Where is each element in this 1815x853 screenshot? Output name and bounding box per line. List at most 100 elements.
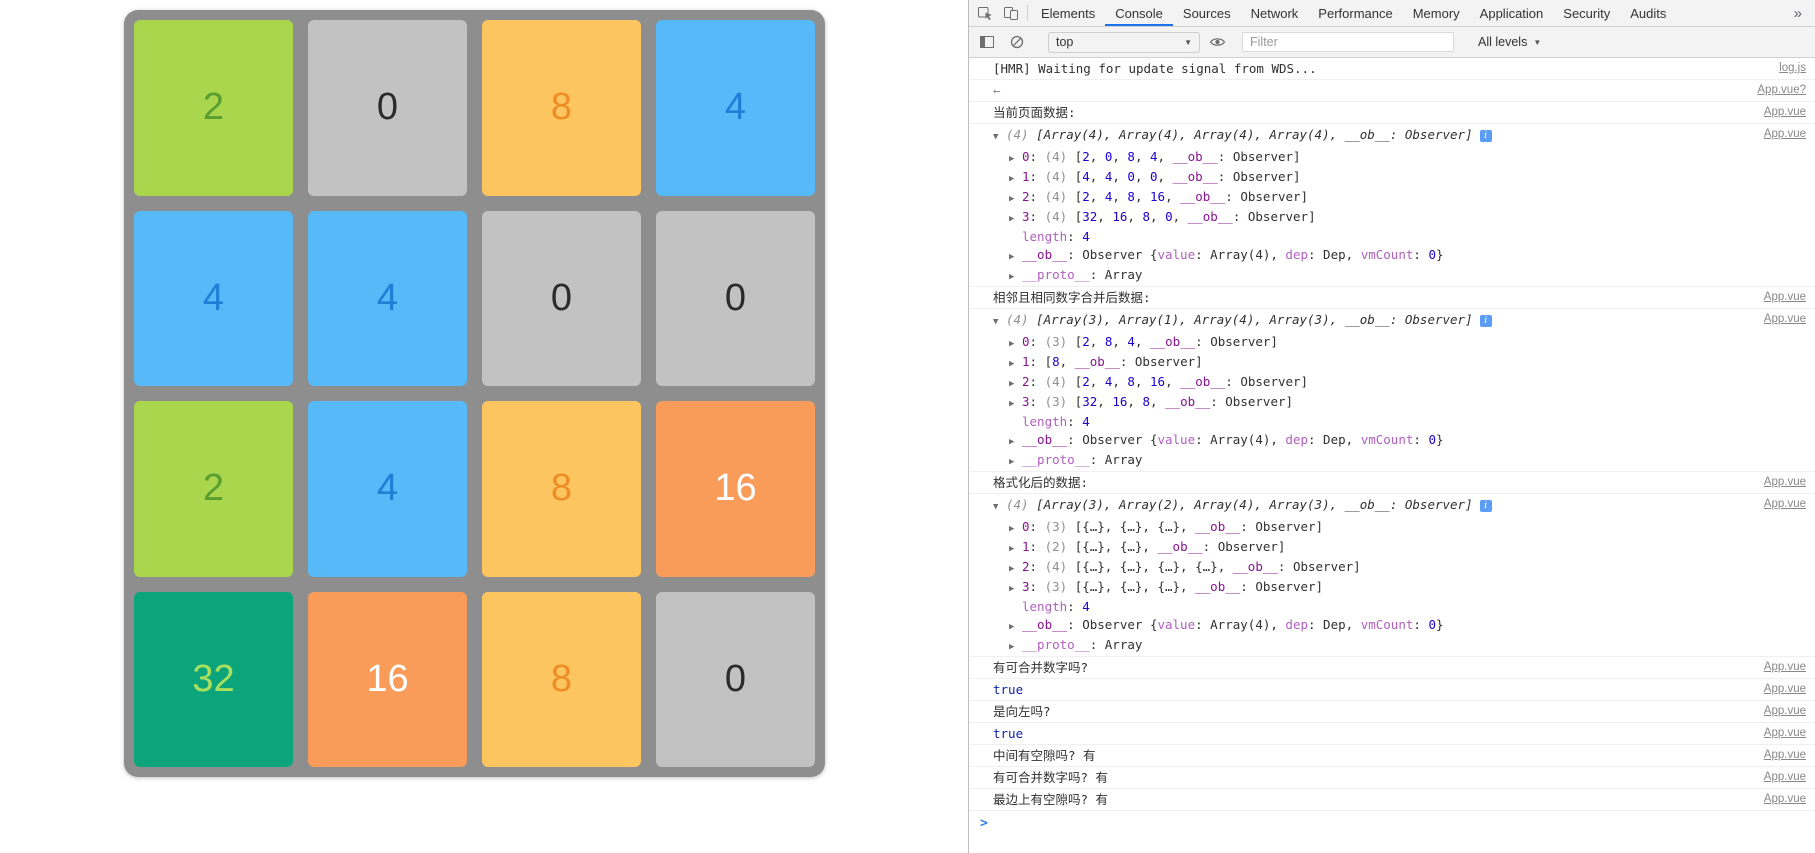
console-text: [{…}, {…}, {…}, bbox=[1074, 519, 1196, 534]
console-text: [{…}, {…}, {…}, bbox=[1074, 579, 1196, 594]
console-text: 0 bbox=[1428, 617, 1436, 632]
expand-arrow-icon[interactable]: ▶ bbox=[1009, 524, 1015, 534]
tab-application[interactable]: Application bbox=[1479, 5, 1544, 21]
console-text: , bbox=[1097, 394, 1113, 409]
console-message: 是向左吗? App.vue bbox=[969, 700, 1815, 722]
console-text: __proto__ bbox=[1022, 452, 1090, 467]
console-text: : bbox=[1029, 579, 1045, 594]
info-badge-icon[interactable]: i bbox=[1479, 315, 1492, 327]
clear-console-icon[interactable] bbox=[1004, 34, 1030, 50]
console-text: [{…}, {…}, {…}, {…}, bbox=[1074, 559, 1233, 574]
source-link[interactable]: App.vue bbox=[1763, 661, 1806, 673]
console-text: __proto__ bbox=[1022, 267, 1090, 282]
source-link[interactable]: App.vue bbox=[1763, 727, 1806, 739]
console-prompt[interactable]: > bbox=[969, 810, 1815, 836]
game-board[interactable]: 2 0 8 4 4 4 0 0 2 4 8 16 32 16 8 0 bbox=[124, 10, 825, 777]
collapse-arrow-icon[interactable]: ▼ bbox=[993, 317, 999, 327]
expand-arrow-icon[interactable]: ▶ bbox=[1009, 642, 1015, 652]
expand-arrow-icon[interactable]: ▶ bbox=[1009, 622, 1015, 632]
expand-arrow-icon[interactable]: ▶ bbox=[1009, 379, 1015, 389]
console-text: , bbox=[1127, 394, 1143, 409]
console-text: } bbox=[1435, 247, 1444, 262]
tab-console[interactable]: Console bbox=[1105, 0, 1173, 26]
console-text: : bbox=[1413, 617, 1429, 632]
tile-r2-c2: 8 bbox=[482, 401, 641, 577]
source-link[interactable]: App.vue bbox=[1763, 313, 1806, 325]
console-text: 0 bbox=[1022, 334, 1030, 349]
console-text: (4) bbox=[1006, 497, 1037, 512]
expand-arrow-icon[interactable]: ▶ bbox=[1009, 252, 1015, 262]
console-text: 3 bbox=[1022, 394, 1030, 409]
expand-arrow-icon[interactable]: ▶ bbox=[1009, 564, 1015, 574]
inspect-element-icon[interactable] bbox=[972, 0, 998, 26]
source-link[interactable]: App.vue bbox=[1763, 705, 1806, 717]
console-text: [ bbox=[1074, 374, 1083, 389]
console-text: , bbox=[1112, 374, 1128, 389]
expand-arrow-icon[interactable]: ▶ bbox=[1009, 437, 1015, 447]
console-tree-row: ▶ 3: (4) [32, 16, 8, 0, __ob__: Observer] bbox=[969, 208, 1815, 228]
console-text: [HMR] Waiting for update signal from WDS… bbox=[993, 61, 1317, 76]
device-toolbar-icon[interactable] bbox=[998, 0, 1024, 26]
console-text: : Observer] bbox=[1119, 354, 1203, 369]
console-text: (4) bbox=[1044, 559, 1075, 574]
more-tabs-button[interactable]: » bbox=[1793, 4, 1802, 22]
expand-arrow-icon[interactable]: ▶ bbox=[1009, 154, 1015, 164]
tile-r1-c1: 4 bbox=[308, 210, 467, 386]
console-text: 0 bbox=[1022, 519, 1030, 534]
expand-arrow-icon[interactable]: ▶ bbox=[1009, 339, 1015, 349]
filter-input[interactable] bbox=[1242, 32, 1454, 52]
log-level-selector[interactable]: All levels ▼ bbox=[1469, 35, 1550, 49]
console-text: , bbox=[1134, 189, 1151, 204]
tile-r3-c2: 8 bbox=[482, 591, 641, 767]
tab-performance[interactable]: Performance bbox=[1318, 5, 1393, 21]
expand-arrow-icon[interactable]: ▶ bbox=[1009, 544, 1015, 554]
collapse-arrow-icon[interactable]: ▼ bbox=[993, 502, 999, 512]
source-link[interactable]: App.vue bbox=[1763, 476, 1806, 488]
console-text: __ob__ bbox=[1165, 394, 1211, 409]
source-link[interactable]: App.vue bbox=[1763, 128, 1806, 140]
console-text: __ob__ bbox=[1022, 617, 1068, 632]
devtools-tab-bar: Elements Console Sources Network Performance… bbox=[969, 0, 1815, 27]
console-text: 2 bbox=[1022, 189, 1030, 204]
console-text: : Observer { bbox=[1067, 617, 1158, 632]
tab-elements[interactable]: Elements bbox=[1041, 5, 1096, 21]
expand-arrow-icon[interactable]: ▶ bbox=[1009, 272, 1015, 282]
source-link[interactable]: App.vue? bbox=[1757, 84, 1806, 96]
expand-arrow-icon[interactable]: ▶ bbox=[1009, 174, 1015, 184]
expand-arrow-icon[interactable]: ▶ bbox=[1009, 359, 1015, 369]
source-link[interactable]: App.vue bbox=[1763, 291, 1806, 303]
live-expression-eye-icon[interactable] bbox=[1204, 34, 1230, 50]
expand-arrow-icon[interactable]: ▶ bbox=[1009, 584, 1015, 594]
console-message: true App.vue bbox=[969, 678, 1815, 700]
source-link[interactable]: App.vue bbox=[1763, 106, 1806, 118]
source-link[interactable]: App.vue bbox=[1763, 683, 1806, 695]
console-tree-row: ▶ 0: (3) [{…}, {…}, {…}, __ob__: Observer… bbox=[969, 518, 1815, 538]
expand-arrow-icon[interactable]: ▶ bbox=[1009, 399, 1015, 409]
source-link[interactable]: App.vue bbox=[1763, 793, 1806, 805]
javascript-context-selector[interactable]: top ▼ bbox=[1048, 31, 1200, 53]
source-link[interactable]: App.vue bbox=[1763, 749, 1806, 761]
console-text: 有可合并数字吗? bbox=[993, 660, 1089, 675]
tab-sources[interactable]: Sources bbox=[1182, 5, 1231, 21]
console-text: 32 bbox=[1082, 394, 1098, 409]
tab-audits[interactable]: Audits bbox=[1630, 5, 1667, 21]
console-message: [HMR] Waiting for update signal from WDS… bbox=[969, 58, 1815, 79]
source-link[interactable]: log.js bbox=[1779, 62, 1806, 74]
collapse-arrow-icon[interactable]: ▼ bbox=[993, 132, 999, 142]
tab-security[interactable]: Security bbox=[1563, 5, 1611, 21]
expand-arrow-icon[interactable]: ▶ bbox=[1009, 214, 1015, 224]
console-text: , bbox=[1172, 209, 1188, 224]
tab-memory[interactable]: Memory bbox=[1412, 5, 1460, 21]
info-badge-icon[interactable]: i bbox=[1479, 500, 1492, 512]
expand-arrow-icon[interactable]: ▶ bbox=[1009, 457, 1015, 467]
info-badge-icon[interactable]: i bbox=[1479, 130, 1492, 142]
console-tree-row: ▶ __ob__: Observer {value: Array(4), dep:… bbox=[969, 616, 1815, 636]
expand-arrow-icon[interactable]: ▶ bbox=[1009, 194, 1015, 204]
tab-network[interactable]: Network bbox=[1250, 5, 1299, 21]
source-link[interactable]: App.vue bbox=[1763, 498, 1806, 510]
console-text: __ob__ bbox=[1022, 247, 1068, 262]
console-message: ← App.vue? bbox=[969, 79, 1815, 101]
source-link[interactable]: App.vue bbox=[1763, 771, 1806, 783]
console-text: : Observer] bbox=[1202, 539, 1286, 554]
console-sidebar-icon[interactable] bbox=[974, 34, 1000, 50]
